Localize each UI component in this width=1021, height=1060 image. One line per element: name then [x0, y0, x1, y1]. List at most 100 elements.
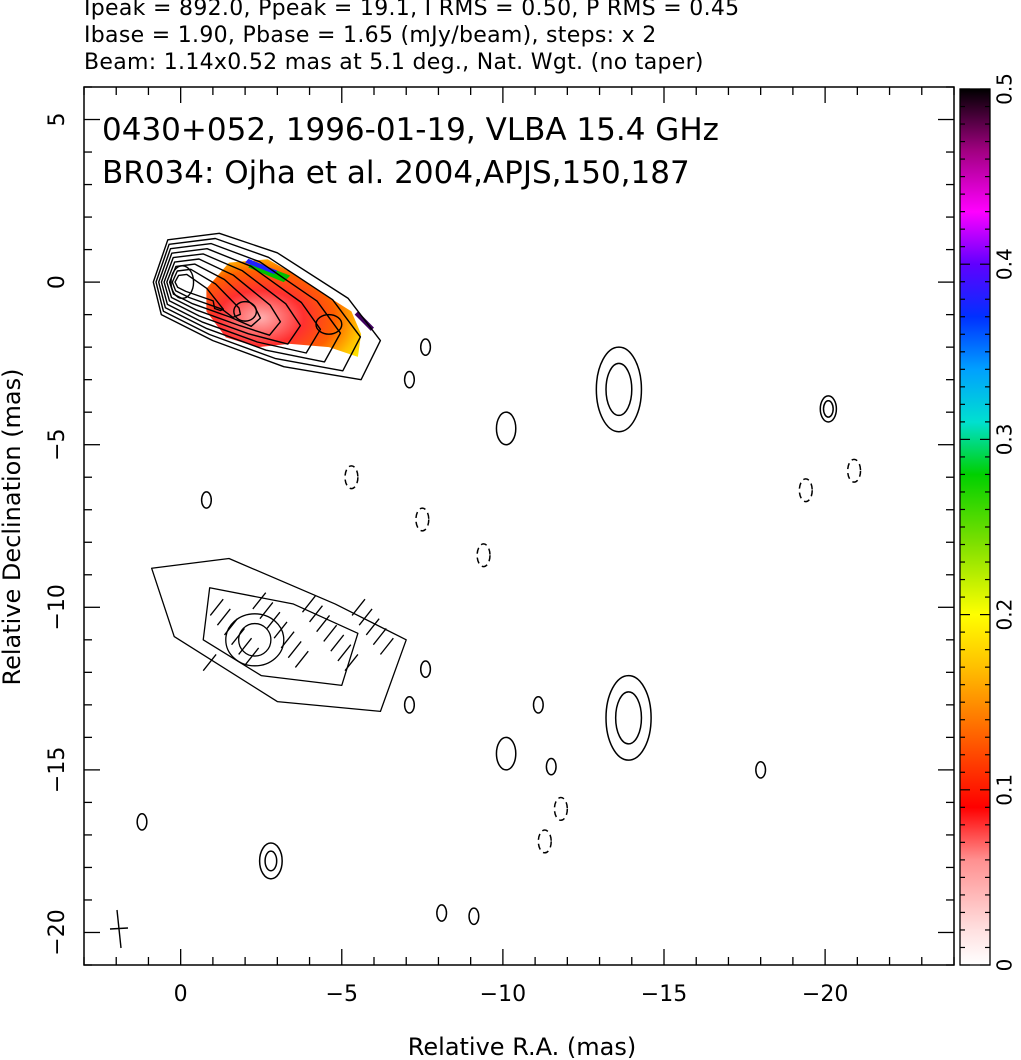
evpa-tick: [266, 611, 281, 629]
colorbar-tick-label: 0.3: [993, 423, 1017, 455]
contour-lines: [152, 232, 382, 381]
evpa-tick: [358, 608, 373, 626]
intensity-contour: [152, 232, 382, 381]
colorbar-tick-label: 0.1: [993, 774, 1017, 806]
isolated-contour: [495, 411, 517, 446]
y-tick-label: 0: [45, 275, 70, 289]
evpa-tick: [223, 618, 238, 636]
colorbar-tick-label: 0: [993, 959, 1017, 972]
isolated-contour: [264, 850, 278, 872]
isolated-contour: [436, 904, 448, 922]
colorbar-ticks: [960, 88, 990, 966]
negative-contour: [476, 543, 491, 568]
negative-contour: [537, 829, 552, 854]
plot-frame: [83, 86, 955, 966]
isolated-contour: [532, 695, 544, 714]
isolated-contour: [822, 400, 834, 418]
evpa-tick: [287, 641, 302, 659]
evpa-tick: [252, 592, 267, 610]
isolated-contour: [819, 395, 838, 423]
y-tick-label: 5: [45, 113, 70, 127]
isolated-contour: [258, 842, 283, 880]
isolated-contour: [419, 660, 432, 678]
negative-contour: [846, 458, 862, 483]
isolated-contour: [495, 736, 517, 771]
header-line-1: Ipeak = 892.0, Ppeak = 19.1, I RMS = 0.5…: [84, 0, 740, 21]
intensity-contour: [171, 268, 242, 319]
x-tick-label: 0: [174, 982, 188, 1007]
intensity-contour: [160, 248, 322, 354]
colorbar-tick-labels: 0 0.1 0.2 0.3 0.4 0.5: [993, 73, 1017, 971]
x-tick-label: −15: [641, 982, 687, 1007]
x-tick-labels: 0 −5 −10 −15 −20: [174, 982, 849, 1007]
isolated-contour: [605, 362, 633, 417]
isolated-contour: [468, 907, 480, 926]
evpa-tick: [330, 634, 345, 652]
intensity-contour: [166, 258, 282, 336]
colorbar-tick-label: 0.5: [993, 73, 1017, 105]
panel-inner-contour: [225, 613, 285, 667]
isolated-contour: [595, 346, 643, 433]
negative-contour: [415, 507, 430, 532]
evpa-tick: [259, 602, 274, 620]
evpa-tick: [344, 654, 359, 672]
evpa-tick: [323, 624, 338, 642]
evpa-tick: [372, 628, 387, 646]
evpa-tick: [294, 650, 309, 668]
y-tick-label: −15: [45, 747, 70, 793]
y-axis-label: Relative Declination (mas): [0, 368, 26, 685]
y-tick-labels: 5 0 −5 −10 −15 −20: [45, 113, 70, 956]
x-axis-label: Relative R.A. (mas): [408, 1033, 636, 1060]
polarization-panel: [151, 557, 407, 713]
x-tick-label: −10: [480, 982, 526, 1007]
isolated-contour: [419, 338, 432, 357]
intensity-contour: [158, 242, 342, 363]
evpa-tick: [337, 644, 352, 662]
panel-mid-contour: [202, 587, 359, 686]
knot-contour: [315, 313, 343, 335]
isolated-contour: [614, 691, 643, 745]
intensity-contour: [168, 263, 262, 327]
colorbar-tick-label: 0.2: [993, 599, 1017, 631]
header-line-2: Ibase = 1.90, Pbase = 1.65 (mJy/beam), s…: [84, 23, 657, 48]
evpa-tick: [273, 621, 288, 639]
x-tick-label: −5: [326, 982, 358, 1007]
evpa-tick: [238, 637, 253, 655]
isolated-contour: [545, 757, 557, 776]
intensity-contour: [174, 273, 225, 312]
isolated-contour: [200, 491, 213, 509]
evpa-tick: [379, 637, 394, 655]
evpa-tick: [216, 608, 231, 626]
isolated-contours: [136, 338, 862, 926]
core-contour: [170, 265, 195, 300]
isolated-contour: [605, 674, 652, 761]
y-tick-label: −5: [45, 428, 70, 460]
y-tick-label: −10: [45, 584, 70, 630]
isolated-contour: [136, 813, 148, 831]
y-tick-label: −20: [45, 909, 70, 955]
negative-contour: [798, 478, 813, 503]
evpa-tick: [316, 615, 331, 633]
axis-ticks: [83, 86, 955, 966]
intensity-contour: [155, 237, 362, 372]
header-line-3: Beam: 1.14x0.52 mas at 5.1 deg., Nat. Wg…: [84, 50, 704, 75]
x-tick-label: −20: [802, 982, 848, 1007]
evpa-tick: [209, 598, 224, 616]
evpa-tick: [231, 628, 245, 646]
isolated-contour: [755, 761, 767, 779]
colorbar-tick-label: 0.4: [993, 248, 1017, 280]
intensity-contour: [163, 253, 302, 345]
isolated-contour: [403, 695, 416, 714]
evpa-tick: [202, 654, 217, 672]
isolated-contour: [403, 370, 416, 389]
panel-outer-contour: [151, 557, 407, 713]
evpa-tick: [309, 605, 323, 623]
evpa-tick: [301, 595, 316, 613]
evpa-tick: [280, 631, 295, 649]
knot-contour: [233, 300, 258, 322]
panel-core-contour: [238, 622, 272, 657]
beam-marker: [109, 909, 129, 949]
evpa-tick: [245, 647, 260, 665]
polarization-edge-blue: [245, 258, 278, 274]
